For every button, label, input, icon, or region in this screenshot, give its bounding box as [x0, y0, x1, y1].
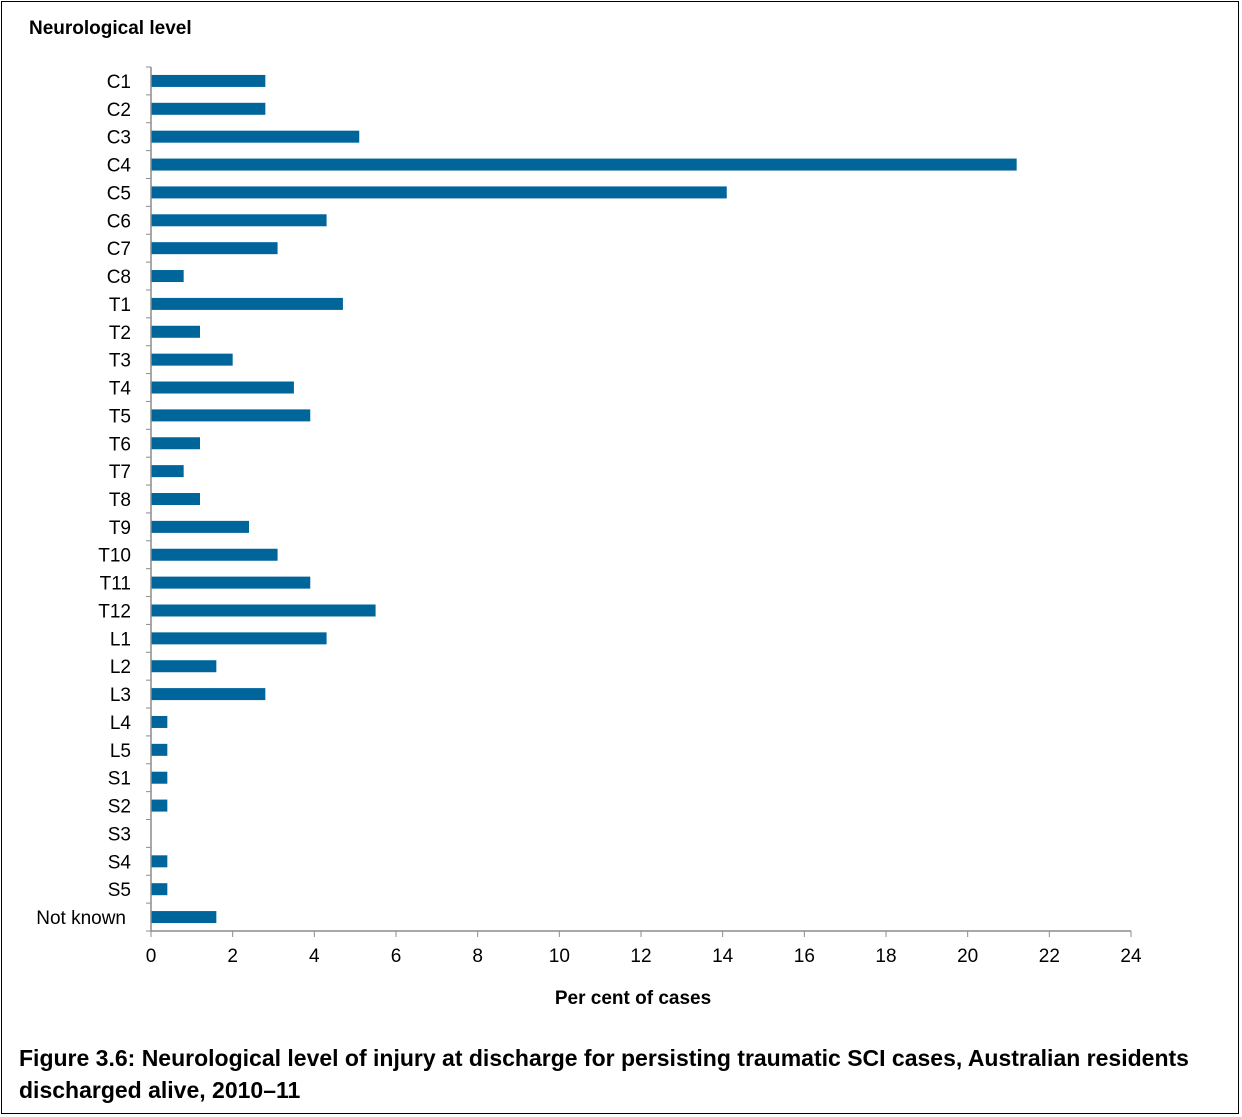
category-label-t1: T1: [109, 295, 131, 316]
bar-s1: [151, 771, 168, 784]
category-label-c8: C8: [107, 267, 131, 288]
category-label-t8: T8: [109, 490, 131, 511]
category-label-l2: L2: [110, 657, 131, 678]
bar-t7: [151, 465, 184, 478]
bar-l1: [151, 632, 327, 645]
bar-t10: [151, 548, 278, 561]
bar-s5: [151, 883, 168, 896]
bar-t4: [151, 381, 294, 394]
category-label-l5: L5: [110, 741, 131, 762]
axes-group: [146, 66, 1132, 937]
x-axis-title: Per cent of cases: [555, 988, 711, 1009]
bar-t11: [151, 576, 311, 589]
category-label-t6: T6: [109, 434, 131, 455]
bar-s2: [151, 799, 168, 812]
x-tick-label-2: 2: [227, 946, 238, 967]
x-tick-label-18: 18: [875, 946, 896, 967]
category-label-c6: C6: [107, 211, 131, 232]
bars-group: [151, 74, 1017, 924]
bar-l4: [151, 715, 168, 728]
category-label-l4: L4: [110, 713, 132, 734]
bar-s4: [151, 855, 168, 868]
bar-t3: [151, 353, 233, 366]
category-label-t3: T3: [109, 351, 131, 372]
bar-c1: [151, 74, 266, 87]
category-label-s4: S4: [108, 852, 132, 873]
category-label-c4: C4: [107, 156, 132, 177]
x-tick-label-4: 4: [309, 946, 320, 967]
bar-t12: [151, 604, 376, 617]
bar-c6: [151, 214, 327, 227]
category-label-t7: T7: [109, 462, 131, 483]
category-label-c5: C5: [107, 183, 131, 204]
x-tick-label-10: 10: [549, 946, 570, 967]
bar-c8: [151, 270, 184, 283]
category-label-s1: S1: [108, 769, 131, 790]
bar-t1: [151, 297, 343, 310]
category-label-c7: C7: [107, 239, 131, 260]
category-label-t10: T10: [98, 546, 131, 567]
bar-t2: [151, 325, 200, 338]
category-label-c1: C1: [107, 72, 131, 93]
category-label-t9: T9: [109, 518, 131, 539]
category-label-l3: L3: [110, 685, 131, 706]
bar-c2: [151, 102, 266, 115]
bar-c7: [151, 242, 278, 255]
category-label-c2: C2: [107, 100, 131, 121]
category-label-c3: C3: [107, 128, 131, 149]
x-tick-label-12: 12: [630, 946, 651, 967]
bar-c3: [151, 130, 360, 143]
category-label-s2: S2: [108, 797, 131, 818]
bar-not-known: [151, 911, 217, 924]
x-tick-label-16: 16: [794, 946, 815, 967]
category-label-t12: T12: [98, 601, 131, 622]
category-label-s3: S3: [108, 824, 131, 845]
bar-l2: [151, 660, 217, 673]
bar-c4: [151, 158, 1017, 171]
bar-l3: [151, 688, 266, 701]
x-tick-label-8: 8: [472, 946, 483, 967]
x-tick-labels: 0 2 4 6 8 10 12 14 16 18 20 22 24: [146, 946, 1142, 967]
category-label-t11: T11: [100, 574, 131, 595]
x-tick-label-22: 22: [1039, 946, 1060, 967]
category-label-t2: T2: [109, 323, 131, 344]
y-axis-title: Neurological level: [29, 18, 192, 39]
bar-c5: [151, 186, 727, 199]
bar-t6: [151, 437, 200, 450]
x-tick-label-20: 20: [957, 946, 978, 967]
category-labels: C1 C2 C3 C4 C5 C6 C7 C8 T1 T2 T3 T4 T5 T6 T7 T8 T9 T10 T11…: [36, 72, 131, 929]
category-label-t4: T4: [109, 379, 132, 400]
bar-t5: [151, 409, 311, 422]
bar-l5: [151, 743, 168, 756]
x-tick-label-24: 24: [1120, 946, 1142, 967]
category-label-not-known: Not known: [36, 908, 126, 929]
x-tick-label-6: 6: [391, 946, 402, 967]
figure-caption: Figure 3.6: Neurological level of injury…: [19, 1045, 1189, 1103]
bar-t8: [151, 493, 200, 505]
x-tick-label-14: 14: [712, 946, 734, 967]
category-label-l1: L1: [110, 629, 131, 650]
bar-t9: [151, 520, 249, 533]
category-label-t5: T5: [109, 406, 131, 427]
bar-chart: C1 C2 C3 C4 C5 C6 C7 C8 T1 T2 T3 T4 T5 T6 T7 T8 T9 T10 T11…: [36, 66, 1142, 1009]
category-label-s5: S5: [108, 880, 131, 901]
x-tick-label-0: 0: [146, 946, 157, 967]
